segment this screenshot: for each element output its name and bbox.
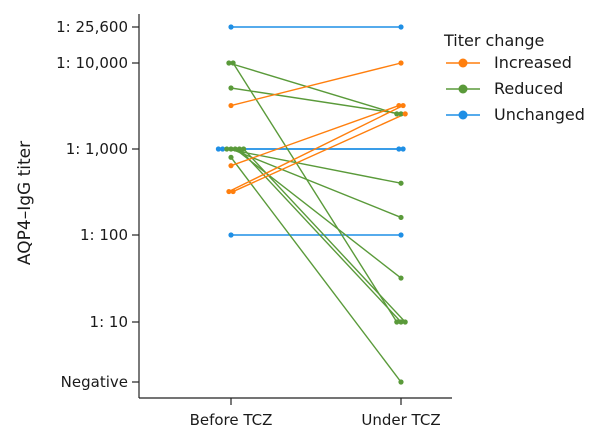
data-point-increased <box>398 60 404 66</box>
data-point-reduced <box>398 275 404 281</box>
data-point-unchanged <box>228 24 234 30</box>
data-point-reduced <box>232 146 238 152</box>
y-tick-label: 1: 10 <box>90 313 128 331</box>
data-point-reduced <box>230 60 236 66</box>
data-point-unchanged <box>398 232 404 238</box>
legend-label-reduced: Reduced <box>494 79 563 98</box>
data-point-reduced <box>398 214 404 221</box>
x-tick-label: Under TCZ <box>361 411 440 429</box>
legend-swatch-marker <box>458 84 468 94</box>
data-point-unchanged <box>215 146 221 152</box>
legend-label-unchanged: Unchanged <box>494 105 585 124</box>
axes <box>138 14 452 399</box>
series-line-reduced <box>234 148 402 279</box>
series-lines <box>218 26 406 383</box>
y-tick-label: 1: 100 <box>80 226 128 244</box>
data-point-increased <box>226 188 232 195</box>
y-axis-title: AQP4–IgG titer <box>15 141 35 265</box>
y-tick-label: Negative <box>61 373 128 391</box>
data-point-reduced <box>402 319 408 325</box>
legend-swatch-marker <box>458 58 468 68</box>
y-tick-label: 1: 1,000 <box>66 140 128 158</box>
series-points <box>215 24 408 385</box>
data-point-unchanged <box>398 24 404 30</box>
data-point-reduced <box>228 85 234 91</box>
series-line-reduced <box>230 148 402 219</box>
data-point-reduced <box>224 146 230 152</box>
x-tick-label: Before TCZ <box>190 411 273 429</box>
y-tick-label: 1: 25,600 <box>56 18 128 36</box>
series-line-increased <box>230 62 402 107</box>
data-point-increased <box>396 102 402 109</box>
data-point-increased <box>228 163 234 169</box>
y-tick-label: 1: 10,000 <box>56 54 128 72</box>
series-line-reduced <box>230 156 402 383</box>
series-line-increased <box>232 113 406 193</box>
data-point-unchanged <box>400 146 406 152</box>
series-line-increased <box>228 104 404 193</box>
y-ticks: 1: 25,600 1: 10,000 1: 1,000 1: 100 1: 10 Neg… <box>56 18 139 391</box>
data-point-reduced <box>398 111 404 117</box>
data-point-increased <box>228 102 234 109</box>
data-point-reduced <box>226 60 232 66</box>
series-line-reduced <box>232 62 398 323</box>
legend-swatch-marker <box>458 110 468 120</box>
legend: Titer change Increased Reduced Unchanged <box>443 31 585 124</box>
data-point-increased <box>400 102 406 109</box>
x-ticks: Before TCZ Under TCZ <box>190 398 441 429</box>
series-line-increased <box>230 104 400 167</box>
data-point-reduced <box>398 379 404 385</box>
series-line-reduced <box>228 62 398 115</box>
series-line-reduced <box>226 148 402 184</box>
legend-label-increased: Increased <box>494 53 572 72</box>
data-point-unchanged <box>396 146 402 152</box>
data-point-unchanged <box>228 232 234 238</box>
series-line-reduced <box>230 87 402 115</box>
data-point-reduced <box>228 146 234 152</box>
data-point-reduced <box>228 154 234 160</box>
data-point-reduced <box>394 111 400 117</box>
data-point-reduced <box>236 146 242 152</box>
series-line-reduced <box>238 148 402 323</box>
data-point-reduced <box>398 180 404 186</box>
data-point-reduced <box>241 146 247 152</box>
series-line-reduced <box>243 148 406 323</box>
data-point-reduced <box>398 319 404 325</box>
legend-title: Titer change <box>443 31 544 50</box>
data-point-increased <box>230 188 236 195</box>
data-point-reduced <box>394 319 400 325</box>
data-point-unchanged <box>220 146 226 152</box>
data-point-increased <box>402 111 408 117</box>
